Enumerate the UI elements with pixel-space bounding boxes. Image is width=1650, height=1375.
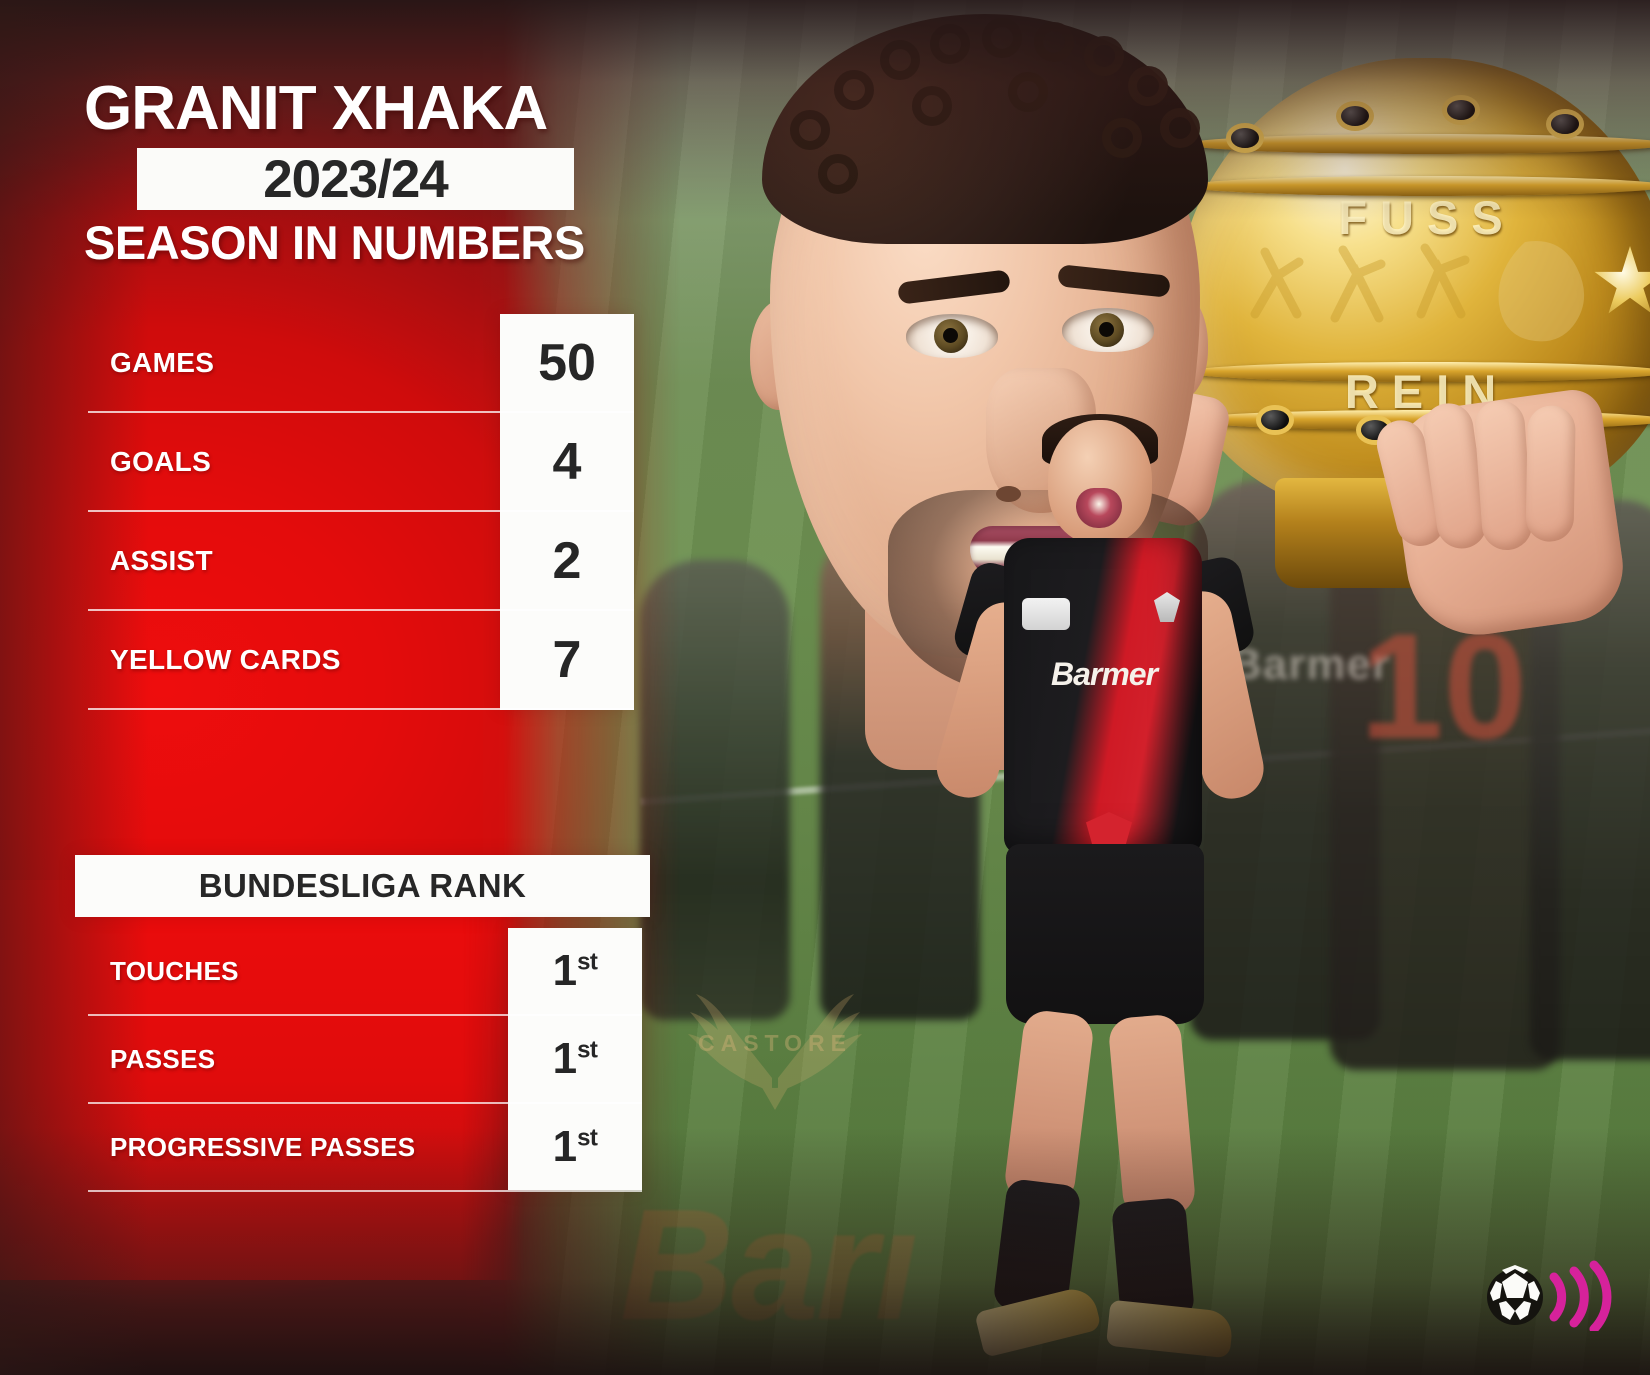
stat-value: 2 — [552, 531, 582, 590]
stat-label: GOALS — [110, 445, 212, 477]
stat-label: YELLOW CARDS — [110, 643, 341, 675]
football-icon — [1487, 1265, 1543, 1325]
season-stats-table: GAMES 50 GOALS 4 ASSIST 2 YELLOW CARDS 7 — [88, 314, 634, 710]
rank-value: 1st — [552, 946, 598, 995]
rank-label: PASSES — [110, 1043, 216, 1074]
stat-label: GAMES — [110, 346, 215, 378]
rank-label: PROGRESSIVE PASSES — [110, 1131, 416, 1162]
table-row: PROGRESSIVE PASSES 1st — [88, 1104, 642, 1192]
table-row: GOALS 4 — [88, 413, 634, 512]
stat-label: ASSIST — [110, 544, 213, 576]
bundesliga-rank-table: TOUCHES 1st PASSES 1st PROGRESSIVE PASSE… — [88, 928, 642, 1192]
title-block: GRANIT XHAKA 2023/24 SEASON IN NUMBERS — [84, 74, 684, 269]
season-band: 2023/24 — [137, 148, 574, 210]
page-subtitle: SEASON IN NUMBERS — [84, 216, 585, 269]
table-row: ASSIST 2 — [88, 512, 634, 611]
table-row: GAMES 50 — [88, 314, 634, 413]
rank-label: TOUCHES — [110, 955, 239, 986]
bundesliga-rank-banner: BUNDESLIGA RANK — [75, 855, 650, 917]
stat-value: 4 — [552, 432, 582, 491]
signal-waves-icon — [1549, 1260, 1612, 1331]
season-stats-value-column — [500, 314, 634, 710]
rank-value-column — [508, 928, 642, 1190]
table-row: TOUCHES 1st — [88, 928, 642, 1016]
page-title: GRANIT XHAKA — [84, 74, 548, 143]
football-waves-logo — [1487, 1260, 1612, 1331]
rank-value: 1st — [552, 1034, 598, 1083]
table-row: YELLOW CARDS 7 — [88, 611, 634, 710]
season-label: 2023/24 — [263, 149, 449, 209]
rank-value: 1st — [552, 1122, 598, 1171]
stat-value: 50 — [538, 333, 596, 392]
table-row: PASSES 1st — [88, 1016, 642, 1104]
stat-value: 7 — [552, 630, 582, 689]
bundesliga-rank-heading: BUNDESLIGA RANK — [198, 867, 527, 904]
